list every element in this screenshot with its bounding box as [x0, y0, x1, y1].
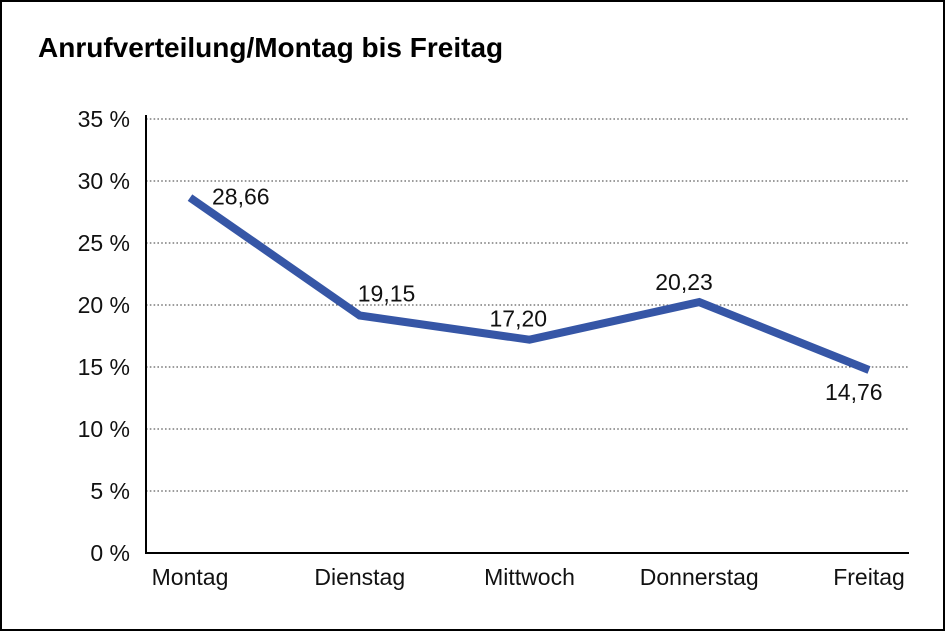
data-point-label: 20,23 — [655, 269, 713, 295]
data-point-label: 14,76 — [825, 379, 883, 405]
y-tick-label: 5 % — [90, 478, 130, 504]
y-tick-label: 35 % — [78, 106, 130, 132]
data-series-line — [187, 194, 871, 374]
y-tick-label: 10 % — [78, 416, 130, 442]
x-category-label: Freitag — [833, 564, 905, 590]
data-point-label: 19,15 — [358, 281, 416, 307]
y-tick-label: 25 % — [78, 230, 130, 256]
x-category-label: Dienstag — [314, 564, 405, 590]
y-tick-label: 15 % — [78, 354, 130, 380]
data-point-label: 17,20 — [490, 306, 548, 332]
x-category-label: Mittwoch — [484, 564, 575, 590]
y-tick-label: 20 % — [78, 292, 130, 318]
x-category-label: Donnerstag — [640, 564, 759, 590]
chart-title: Anrufverteilung/Montag bis Freitag — [38, 32, 504, 63]
y-tick-label: 0 % — [90, 540, 130, 566]
y-tick-label: 30 % — [78, 168, 130, 194]
x-category-label: Montag — [152, 564, 229, 590]
data-point-label: 28,66 — [212, 184, 270, 210]
